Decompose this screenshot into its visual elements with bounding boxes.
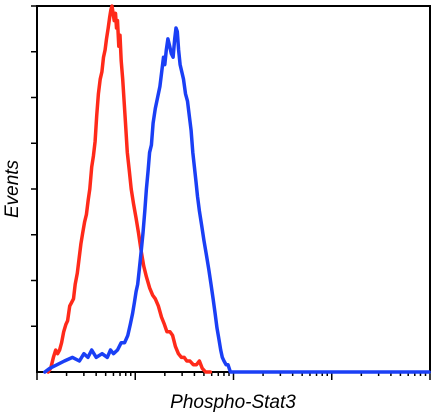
x-axis-ticks — [36, 372, 431, 380]
x-axis-label: Phospho-Stat3 — [170, 392, 296, 413]
y-axis-ticks — [31, 5, 37, 327]
series-line-red — [46, 4, 213, 374]
y-axis-label: Events — [2, 159, 23, 218]
series-layer — [43, 4, 431, 374]
series-line-blue — [43, 26, 431, 374]
plot-frame — [36, 5, 431, 373]
